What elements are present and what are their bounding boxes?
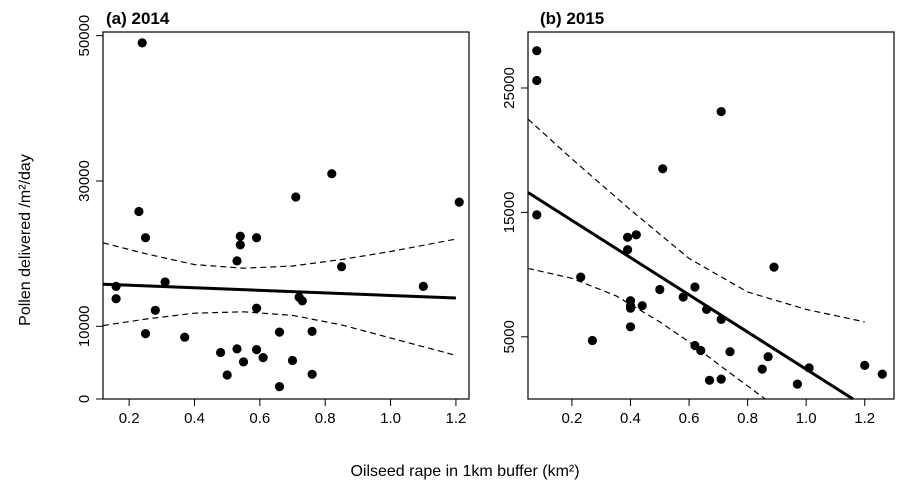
data-point — [587, 335, 598, 346]
x-tick-label: 1.2 — [854, 410, 875, 427]
panel-title: (b) 2015 — [540, 9, 604, 28]
panel-title: (a) 2014 — [106, 9, 170, 28]
data-point — [418, 281, 428, 291]
data-point — [232, 344, 242, 354]
data-point — [327, 169, 337, 179]
data-point — [297, 296, 307, 306]
plot-frame — [527, 31, 895, 400]
data-point — [532, 75, 542, 86]
data-point — [238, 357, 249, 367]
data-point — [658, 164, 668, 174]
data-point — [625, 296, 636, 306]
x-tick-label: 1.0 — [380, 410, 401, 427]
data-point — [716, 314, 726, 324]
data-point — [625, 322, 636, 332]
x-axis-label: Oilseed rape in 1km buffer (km²) — [350, 463, 579, 480]
plot-frame — [102, 31, 470, 400]
data-point — [216, 347, 226, 358]
data-point — [704, 375, 715, 385]
data-point — [150, 305, 160, 315]
y-tick-label: 5000 — [501, 320, 518, 353]
data-point — [222, 370, 232, 380]
data-point — [140, 329, 151, 339]
data-point — [576, 272, 586, 282]
data-point — [137, 38, 147, 48]
data-point — [625, 303, 636, 313]
data-point — [725, 347, 735, 357]
data-point — [235, 231, 245, 241]
y-tick-label: 50000 — [76, 15, 93, 57]
data-point — [655, 284, 665, 295]
x-tick-label: 0.6 — [249, 410, 270, 427]
regression-line — [527, 191, 854, 401]
data-point — [678, 292, 688, 302]
x-tick-label: 1.0 — [796, 410, 817, 427]
data-point — [252, 233, 262, 243]
x-tick-label: 0.6 — [679, 410, 700, 427]
data-point — [111, 281, 121, 291]
data-point — [111, 294, 121, 304]
data-point — [287, 355, 298, 366]
data-point — [454, 197, 464, 207]
data-point — [877, 369, 887, 379]
y-tick-label: 0 — [76, 395, 93, 403]
ci-upper-line — [527, 118, 865, 323]
x-tick-label: 0.2 — [561, 410, 582, 427]
data-point — [252, 345, 262, 355]
y-tick-label: 30000 — [76, 160, 93, 202]
data-point — [623, 232, 633, 242]
data-point — [804, 363, 814, 373]
data-point — [763, 352, 773, 362]
data-point — [274, 327, 285, 337]
ci-upper-line — [102, 238, 457, 269]
data-point — [532, 210, 542, 220]
y-axis-label: Pollen delivered /m²/day — [17, 154, 34, 326]
x-tick-label: 1.2 — [445, 410, 466, 427]
data-point — [769, 262, 779, 272]
data-point — [631, 230, 641, 240]
data-point — [690, 282, 700, 292]
data-point — [274, 382, 285, 392]
data-point — [532, 46, 542, 56]
x-tick-label: 0.8 — [737, 410, 758, 427]
panel-2014: (a) 2014 0.2 0.4 0.6 0.8 1.0 1.2 0 10000 30000 500… — [76, 9, 470, 427]
y-tick-label: 25000 — [501, 67, 518, 109]
ci-lower-line — [527, 267, 766, 400]
data-point — [716, 107, 726, 117]
data-point — [235, 240, 245, 250]
data-point — [140, 233, 151, 243]
data-point — [623, 245, 633, 255]
data-point — [307, 326, 317, 336]
data-point — [696, 345, 706, 356]
data-point — [160, 277, 170, 287]
data-point — [258, 353, 268, 363]
panel-2015: (b) 2015 0.2 0.4 0.6 0.8 1.0 1.2 5000 15000 25000 — [501, 9, 895, 427]
x-tick-label: 0.2 — [119, 410, 140, 427]
data-point — [637, 301, 647, 311]
x-tick-label: 0.4 — [184, 410, 205, 427]
ci-lower-line — [102, 311, 457, 356]
data-point — [134, 206, 144, 217]
data-point — [232, 256, 242, 266]
data-point — [792, 379, 803, 389]
data-point — [307, 369, 317, 379]
data-point — [291, 192, 301, 202]
y-tick-label: 15000 — [501, 192, 518, 234]
data-point — [702, 304, 712, 314]
data-point — [716, 374, 726, 384]
data-point — [757, 364, 767, 374]
x-tick-label: 0.8 — [315, 410, 336, 427]
data-point — [180, 332, 190, 342]
regression-line — [102, 282, 456, 300]
data-point — [337, 262, 347, 272]
data-point — [860, 360, 870, 370]
data-point — [252, 303, 262, 313]
x-tick-label: 0.4 — [620, 410, 641, 427]
y-tick-label: 10000 — [76, 305, 93, 347]
